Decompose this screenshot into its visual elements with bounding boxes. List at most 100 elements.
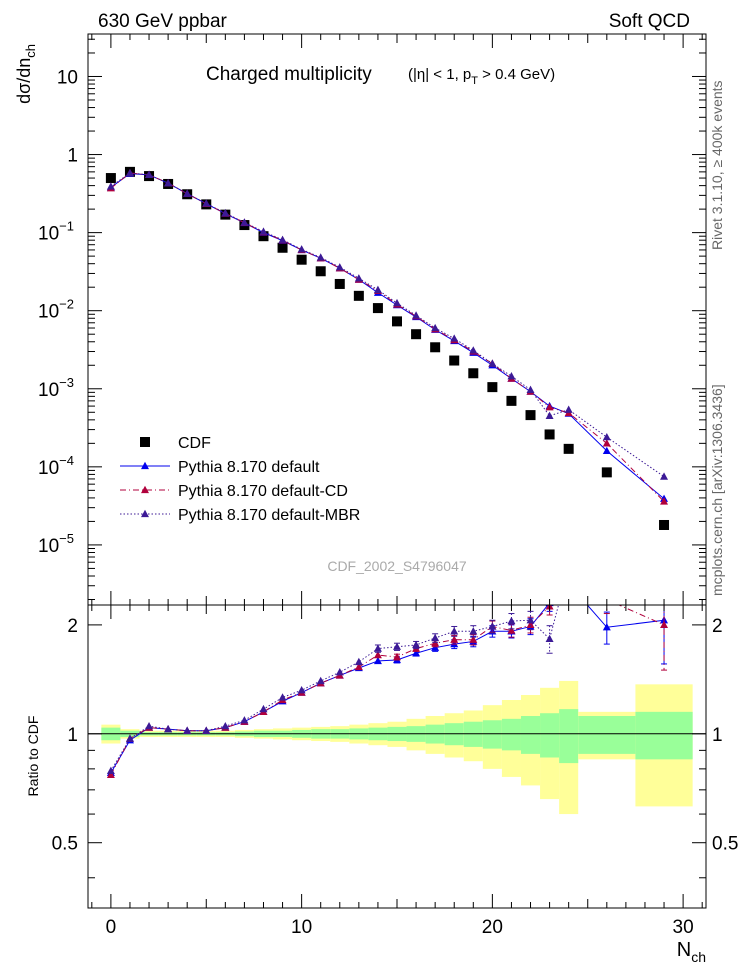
main-cdf-point bbox=[392, 316, 402, 327]
main-y-tick-label: 10−1 bbox=[38, 219, 74, 245]
main-cdf-point bbox=[105, 173, 116, 184]
legend-label: CDF bbox=[178, 435, 211, 452]
ratio-pythia-default-mbr-point bbox=[145, 721, 154, 730]
ratio-pythia-default-point bbox=[373, 656, 382, 665]
ratio-pythia-default-mbr-point bbox=[469, 627, 478, 635]
rivet-version-label: Rivet 3.1.10, ≥ 400k events bbox=[709, 80, 725, 250]
ratio-pythia-default-cd-point bbox=[393, 652, 401, 661]
ratio-pythia-default-mbr-point bbox=[316, 676, 325, 685]
main-pythia-default-mbr-point bbox=[602, 432, 611, 441]
legend-label: Pythia 8.170 default bbox=[178, 459, 320, 476]
main-pythia-default-mbr-point bbox=[507, 371, 516, 380]
legend-marker bbox=[141, 509, 149, 518]
main-cdf-point bbox=[315, 266, 326, 277]
main-pythia-default-mbr-point bbox=[412, 311, 421, 319]
main-pythia-default-mbr-point bbox=[145, 170, 154, 178]
ratio-y-tick-labels: 0.5 0.5 1 1 2 2 bbox=[52, 616, 739, 855]
main-pythia-default-cd-point bbox=[660, 497, 669, 505]
ratio-pythia-default-cd-point bbox=[565, 574, 573, 581]
ratio-y-tick-label-right: 2 bbox=[712, 616, 723, 637]
ratio-pythia-default-mbr-point bbox=[373, 644, 382, 652]
ratio-pythia-default-mbr-point bbox=[393, 642, 401, 650]
main-pythia-default-mbr-point bbox=[564, 405, 573, 413]
x-tick-labels: 0 10 20 30 bbox=[106, 917, 694, 938]
ratio-band-inner bbox=[578, 715, 636, 754]
ratio-band-inner bbox=[559, 709, 579, 764]
main-cdf-point bbox=[372, 303, 383, 314]
main-y-tick-label: 10 bbox=[57, 67, 78, 88]
main-pythia-default-mbr-point bbox=[354, 274, 363, 282]
ratio-pythia-default-cd-point bbox=[106, 770, 115, 779]
main-cdf-point bbox=[468, 368, 479, 379]
ratio-pythia-default-mbr-point bbox=[526, 616, 535, 624]
ratio-band-inner bbox=[501, 718, 521, 751]
ratio-pythia-default-cd-point bbox=[660, 620, 669, 629]
ratio-pythia-default-cd-point bbox=[373, 650, 382, 659]
ratio-pythia-default-cd-point bbox=[469, 635, 478, 643]
y-axis-label: dσ/dnch bbox=[14, 44, 38, 104]
main-pythia-default-point bbox=[602, 446, 611, 455]
legend-label: Pythia 8.170 default-CD bbox=[178, 483, 348, 500]
main-pythia-default-mbr-point bbox=[450, 334, 459, 342]
x-tick-label: 30 bbox=[673, 917, 694, 938]
ratio-y-tick-label-right: 1 bbox=[712, 725, 723, 746]
ratio-pythia-default-cd-point bbox=[507, 626, 516, 634]
ratio-pythia-default-mbr-point bbox=[603, 557, 611, 564]
main-cdf-point bbox=[296, 254, 307, 265]
main-y-tick-label: 10−2 bbox=[38, 297, 74, 323]
main-pythia-default-mbr-point bbox=[259, 227, 268, 235]
main-pythia-default-mbr-line bbox=[110, 172, 665, 478]
ratio-series-layer bbox=[106, 512, 669, 779]
ratio-y-tick-label: 0.5 bbox=[52, 834, 78, 855]
ratio-pythia-default-mbr-point bbox=[431, 633, 440, 642]
ratio-pythia-default-mbr-point bbox=[335, 668, 344, 676]
main-pythia-default-mbr-point bbox=[125, 168, 134, 177]
main-cdf-point bbox=[277, 242, 288, 253]
plot-title: Charged multiplicity bbox=[206, 64, 372, 85]
main-cdf-point bbox=[353, 290, 364, 301]
main-pythia-default-cd-point bbox=[602, 439, 611, 447]
main-cdf-point bbox=[563, 443, 574, 454]
ratio-y-tick-label: 2 bbox=[67, 616, 78, 637]
main-cdf-point bbox=[544, 429, 555, 440]
ratio-pythia-default-mbr-point bbox=[450, 627, 459, 635]
ratio-pythia-default-mbr-point bbox=[221, 721, 230, 730]
ratio-pythia-default-cd-point bbox=[354, 662, 363, 671]
main-cdf-point bbox=[334, 278, 345, 289]
main-cdf-point bbox=[506, 395, 517, 406]
ratio-pythia-default-mbr-point bbox=[488, 622, 497, 630]
main-cdf-point bbox=[411, 329, 422, 340]
ratio-pythia-default-mbr-point bbox=[545, 634, 554, 643]
ratio-y-tick-label-right: 0.5 bbox=[712, 834, 738, 855]
ratio-y-tick-label: 1 bbox=[67, 725, 78, 746]
x-tick-label: 0 bbox=[106, 917, 117, 938]
ratio-pythia-default-mbr-point bbox=[354, 657, 363, 666]
ratio-pythia-default-point bbox=[602, 623, 611, 631]
main-pythia-default-mbr-point bbox=[335, 263, 344, 271]
main-cdf-point bbox=[449, 355, 460, 366]
ratio-pythia-default-point bbox=[565, 579, 573, 586]
legend-marker bbox=[141, 461, 149, 470]
main-pythia-default-mbr-point bbox=[469, 346, 478, 354]
main-cdf-point bbox=[601, 467, 612, 478]
main-pythia-default-mbr-point bbox=[526, 385, 535, 393]
main-pythia-default-mbr-point bbox=[431, 323, 440, 332]
ratio-pythia-default-mbr-point bbox=[202, 726, 211, 734]
ratio-axis-ticks bbox=[88, 605, 706, 908]
main-pythia-default-mbr-point bbox=[393, 298, 401, 307]
ratio-band-inner bbox=[635, 711, 693, 760]
ratio-pythia-default-mbr-point bbox=[507, 616, 516, 625]
main-pythia-default-mbr-point bbox=[202, 199, 211, 207]
main-pythia-default-mbr-point bbox=[278, 235, 287, 243]
plot-title-cut: (|η| < 1, pT > 0.4 GeV) bbox=[408, 66, 555, 87]
ratio-pythia-default-cd-point bbox=[450, 635, 459, 643]
main-pythia-default-mbr-point bbox=[373, 285, 382, 293]
main-pythia-default-mbr-point bbox=[545, 411, 554, 419]
main-y-tick-label: 10−4 bbox=[38, 453, 74, 479]
mcplots-label: mcplots.cern.ch [arXiv:1306.3436] bbox=[709, 384, 725, 596]
main-axis-ticks bbox=[88, 34, 706, 605]
ratio-pythia-default-mbr-point bbox=[660, 512, 668, 519]
ratio-pythia-default-mbr-point bbox=[106, 766, 115, 774]
ratio-pythia-default-mbr-point bbox=[125, 734, 134, 742]
ratio-pythia-default-point bbox=[412, 649, 421, 657]
